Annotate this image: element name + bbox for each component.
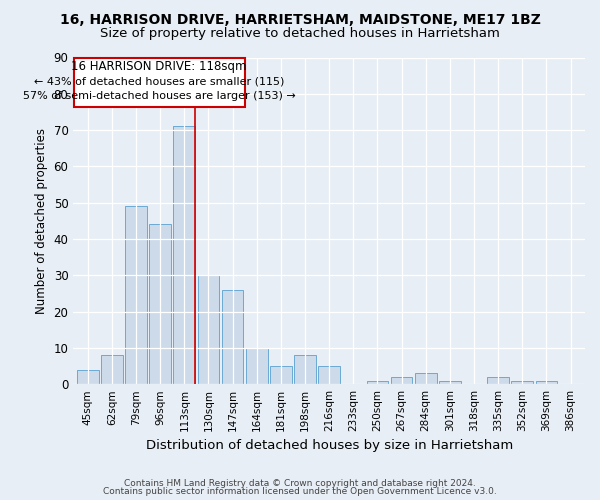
Bar — [318, 366, 340, 384]
Text: ← 43% of detached houses are smaller (115): ← 43% of detached houses are smaller (11… — [34, 76, 284, 86]
Bar — [367, 380, 388, 384]
Text: Size of property relative to detached houses in Harrietsham: Size of property relative to detached ho… — [100, 28, 500, 40]
Text: 16 HARRISON DRIVE: 118sqm: 16 HARRISON DRIVE: 118sqm — [71, 60, 247, 73]
X-axis label: Distribution of detached houses by size in Harrietsham: Distribution of detached houses by size … — [146, 440, 513, 452]
Bar — [125, 206, 147, 384]
Text: Contains public sector information licensed under the Open Government Licence v3: Contains public sector information licen… — [103, 487, 497, 496]
Y-axis label: Number of detached properties: Number of detached properties — [35, 128, 48, 314]
Bar — [391, 377, 412, 384]
Bar — [222, 290, 244, 384]
Bar — [415, 374, 437, 384]
Bar — [487, 377, 509, 384]
Text: 57% of semi-detached houses are larger (153) →: 57% of semi-detached houses are larger (… — [23, 90, 296, 101]
Bar — [270, 366, 292, 384]
Bar — [77, 370, 98, 384]
Bar — [173, 126, 195, 384]
Bar — [101, 355, 123, 384]
Bar — [246, 348, 268, 384]
Bar — [439, 380, 461, 384]
Bar — [197, 276, 220, 384]
Bar — [536, 380, 557, 384]
Text: 16, HARRISON DRIVE, HARRIETSHAM, MAIDSTONE, ME17 1BZ: 16, HARRISON DRIVE, HARRIETSHAM, MAIDSTO… — [59, 12, 541, 26]
Bar — [294, 355, 316, 384]
FancyBboxPatch shape — [74, 58, 245, 106]
Bar — [149, 224, 171, 384]
Text: Contains HM Land Registry data © Crown copyright and database right 2024.: Contains HM Land Registry data © Crown c… — [124, 478, 476, 488]
Bar — [511, 380, 533, 384]
